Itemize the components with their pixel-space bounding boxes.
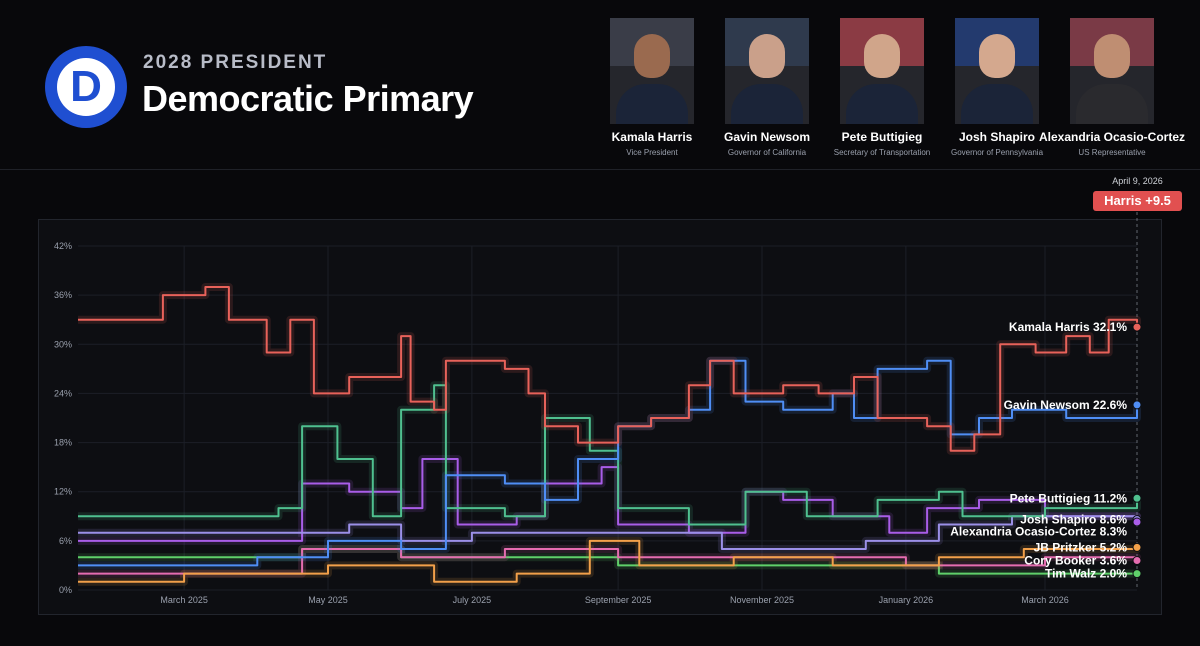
series-end-point	[1132, 517, 1142, 527]
y-tick-label: 24%	[54, 388, 72, 398]
series-line	[78, 384, 1138, 526]
candidate-card-harris: Kamala Harris Vice President	[572, 18, 732, 157]
candidate-name: Josh Shapiro	[958, 130, 1035, 144]
candidate-role: Secretary of Transportation	[833, 148, 931, 157]
candidate-photo	[1070, 18, 1154, 124]
candidate-photo	[840, 18, 924, 124]
y-tick-label: 36%	[54, 290, 72, 300]
candidate-name: Gavin Newsom	[723, 130, 811, 144]
candidate-role: Governor of Pennsylvania	[950, 148, 1044, 157]
candidate-name: Kamala Harris	[611, 130, 693, 144]
candidate-role: Governor of California	[727, 148, 807, 157]
y-tick-label: 18%	[54, 438, 72, 448]
series-line	[78, 286, 1138, 452]
series-line	[78, 515, 1138, 550]
series-end-point	[1132, 322, 1142, 332]
series-line	[78, 539, 1138, 583]
series-end-label: Cory Booker 3.6%	[1024, 554, 1127, 568]
candidate-card-ocasio-cortez: Alexandria Ocasio-Cortez US Representati…	[1032, 18, 1192, 157]
page-header: D 2028 PRESIDENT Democratic Primary Kama…	[0, 0, 1200, 170]
candidate-role: US Representative	[1078, 148, 1146, 157]
lead-date: April 9, 2026	[1112, 176, 1163, 186]
y-tick-label: 30%	[54, 339, 72, 349]
candidate-card-shapiro: Josh Shapiro Governor of Pennsylvania	[917, 18, 1077, 157]
series-end-label: Tim Walz 2.0%	[1045, 567, 1127, 581]
candidate-card-buttigieg: Pete Buttigieg Secretary of Transportati…	[802, 18, 962, 157]
candidate-name: Pete Buttigieg	[841, 130, 923, 144]
y-tick-label: 0%	[59, 585, 72, 595]
series-end-label: Kamala Harris 32.1%	[1009, 320, 1127, 334]
candidate-photo	[725, 18, 809, 124]
series-end-label: JB Pritzker 5.2%	[1034, 540, 1128, 554]
series-end-point	[1132, 400, 1142, 410]
page-title: Democratic Primary	[142, 78, 474, 119]
x-tick-label: November 2025	[730, 595, 794, 605]
candidate-card-newsom: Gavin Newsom Governor of California	[687, 18, 847, 157]
y-tick-label: 42%	[54, 241, 72, 251]
y-tick-label: 12%	[54, 487, 72, 497]
race-kicker: 2028 PRESIDENT	[143, 52, 328, 73]
header-divider	[0, 169, 1200, 170]
series-end-point	[1132, 542, 1142, 552]
series-end-label: Gavin Newsom 22.6%	[1004, 398, 1128, 412]
democratic-logo: D	[45, 46, 127, 128]
x-tick-label: March 2026	[1021, 595, 1069, 605]
lead-badge: Harris +9.5	[1093, 191, 1182, 211]
candidate-photo	[610, 18, 694, 124]
series-end-point	[1132, 569, 1142, 579]
series-end-label: Alexandria Ocasio-Cortez 8.3%	[950, 525, 1127, 539]
x-tick-label: January 2026	[879, 595, 934, 605]
y-tick-label: 6%	[59, 536, 72, 546]
logo-letter: D	[57, 58, 115, 116]
x-tick-label: July 2025	[453, 595, 492, 605]
series-end-label: Pete Buttigieg 11.2%	[1010, 491, 1128, 505]
x-tick-label: March 2025	[160, 595, 208, 605]
candidate-photo	[955, 18, 1039, 124]
candidate-role: Vice President	[626, 148, 678, 157]
series-end-label: Josh Shapiro 8.6%	[1020, 513, 1127, 527]
candidate-name: Alexandria Ocasio-Cortez	[1038, 130, 1186, 144]
series-end-point	[1132, 556, 1142, 566]
series-end-point	[1132, 493, 1142, 503]
x-tick-label: May 2025	[308, 595, 348, 605]
x-tick-label: September 2025	[585, 595, 652, 605]
